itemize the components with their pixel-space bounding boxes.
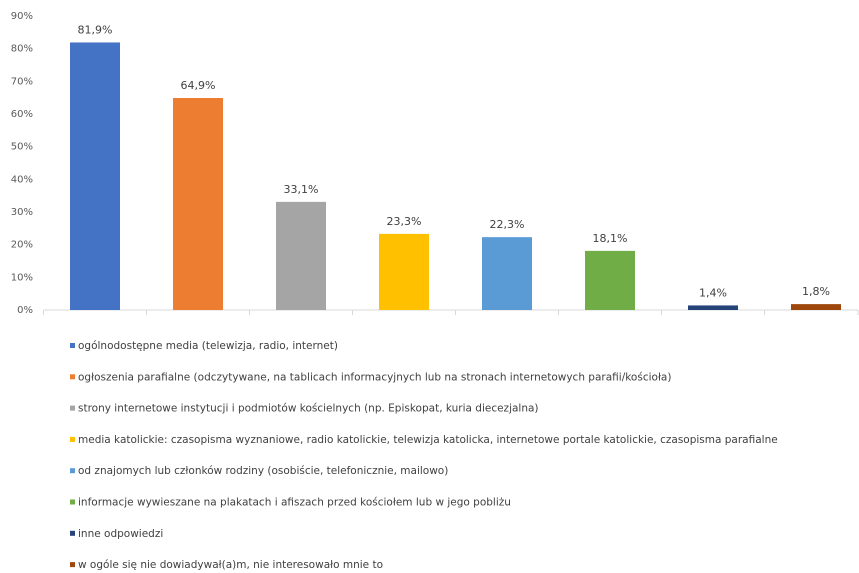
y-tick-label: 80% bbox=[11, 44, 33, 55]
y-tick-label: 60% bbox=[11, 109, 33, 120]
y-tick-label: 10% bbox=[11, 272, 33, 283]
y-tick-label: 50% bbox=[11, 142, 33, 153]
legend-swatch bbox=[70, 436, 75, 442]
bar bbox=[276, 201, 326, 310]
legend-swatch bbox=[70, 405, 75, 411]
legend-swatch bbox=[70, 562, 75, 568]
y-tick-label: 0% bbox=[17, 305, 33, 316]
legend-swatch bbox=[70, 499, 75, 505]
bar bbox=[173, 97, 223, 310]
data-label: 33,1% bbox=[284, 183, 319, 196]
legend-label: inne odpowiedzi bbox=[78, 528, 163, 540]
data-label: 81,9% bbox=[78, 23, 113, 36]
legend-label: ogłoszenia parafialne (odczytywane, na t… bbox=[78, 371, 671, 383]
y-tick-label: 20% bbox=[11, 240, 33, 251]
legend-label: od znajomych lub członków rodziny (osobi… bbox=[78, 465, 448, 477]
bar bbox=[482, 237, 532, 310]
legend-label: informacje wywieszane na plakatach i afi… bbox=[78, 497, 511, 509]
legend-label: media katolickie: czasopisma wyznaniowe,… bbox=[78, 434, 778, 446]
bar bbox=[379, 233, 429, 310]
legend-swatch bbox=[70, 343, 75, 348]
legend-swatch bbox=[70, 468, 75, 474]
bar bbox=[791, 304, 841, 310]
legend-label: ogólnodostępne media (telewizja, radio, … bbox=[78, 340, 338, 352]
legend-label: strony internetowe instytucji i podmiotó… bbox=[78, 403, 539, 415]
bar bbox=[585, 250, 635, 310]
legend-swatch bbox=[70, 374, 75, 380]
data-label: 18,1% bbox=[593, 232, 628, 245]
legend-swatch bbox=[70, 530, 75, 536]
data-label: 1,8% bbox=[802, 285, 830, 298]
data-label: 1,4% bbox=[699, 286, 727, 299]
y-tick-label: 30% bbox=[11, 207, 33, 218]
y-tick-label: 40% bbox=[11, 174, 33, 185]
legend-label: w ogóle się nie dowiadywał(a)m, nie inte… bbox=[78, 559, 383, 571]
data-label: 64,9% bbox=[181, 79, 216, 92]
bar bbox=[688, 305, 738, 310]
y-tick-label: 70% bbox=[11, 76, 33, 87]
data-label: 23,3% bbox=[387, 215, 422, 228]
bar bbox=[70, 42, 120, 311]
data-label: 22,3% bbox=[490, 218, 525, 231]
y-tick-label: 90% bbox=[11, 11, 33, 22]
